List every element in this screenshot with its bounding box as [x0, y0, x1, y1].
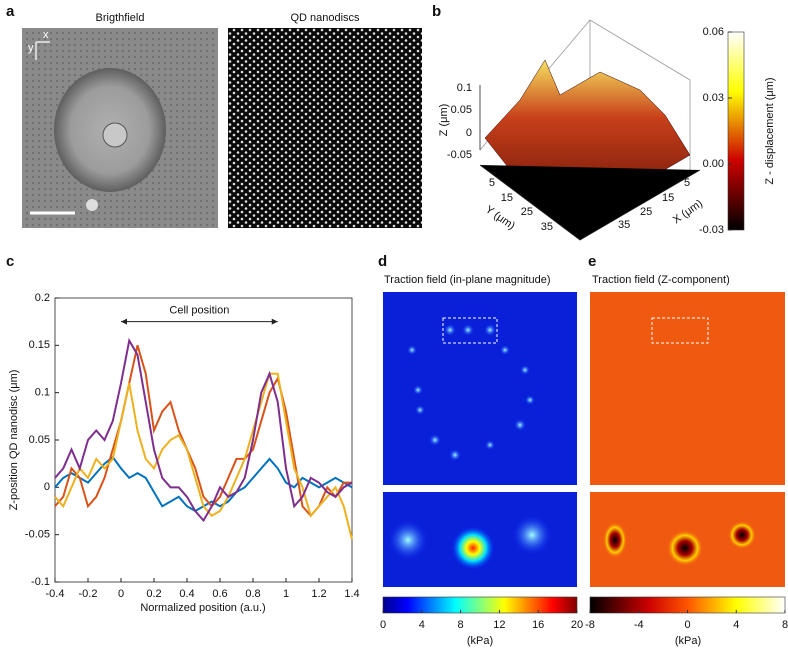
z-tick-label: 0.1 — [457, 82, 472, 94]
x-tick-label: 1.2 — [311, 588, 326, 600]
colorbar-tick-label: 8 — [782, 619, 788, 631]
panel-letter: e — [588, 253, 596, 270]
colorbar-tick-label: 0 — [684, 619, 690, 631]
x-tick-label: 25 — [640, 206, 652, 218]
y-tick-label: -0.05 — [25, 529, 50, 541]
colorbar-tick-label: -4 — [634, 619, 644, 631]
colorbar — [727, 31, 745, 231]
colorbar-tick-label: 8 — [458, 619, 464, 631]
annotation-text: Cell position — [169, 305, 229, 317]
image-title: Brigthfield — [96, 12, 145, 24]
axis-letter: x — [43, 29, 49, 41]
x-tick-label: 0.6 — [212, 588, 227, 600]
arrow-head — [121, 318, 127, 325]
colorbar-tick-label: 0 — [380, 619, 386, 631]
y-tick-label: 0.2 — [35, 292, 50, 304]
zoom-box — [651, 317, 709, 344]
colorbar-label: Z - displacement (μm) — [764, 77, 776, 184]
y-tick-label: 0.1 — [35, 387, 50, 399]
x-axis-label: Normalized position (a.u.) — [140, 602, 265, 614]
data-line — [54, 345, 352, 518]
colorbar-tick-label: 12 — [493, 619, 505, 631]
axis-arrows — [35, 41, 50, 60]
zoom-spots — [388, 515, 552, 570]
data-line — [54, 372, 353, 540]
x-tick-label: 5 — [684, 177, 690, 189]
y-tick-label: -0.1 — [31, 576, 50, 588]
panel-letter: d — [378, 253, 387, 270]
colorbar-tick-label: 20 — [571, 619, 583, 631]
y-axis-label: Z-position QD nanodisc (μm) — [8, 370, 20, 511]
colorbar-label: (kPa) — [467, 635, 493, 647]
x-tick-label: 1.4 — [344, 588, 359, 600]
y-tick-label: 0 — [44, 481, 50, 493]
panel-letter: b — [432, 3, 441, 20]
image-title: QD nanodiscs — [290, 12, 360, 24]
x-tick-label: -0.2 — [79, 588, 98, 600]
panel-letter: a — [6, 3, 15, 20]
x-tick-label: 15 — [662, 192, 674, 204]
colorbar-tick-label: 4 — [733, 619, 739, 631]
x-axis-label: X (μm) — [671, 197, 705, 226]
data-line — [54, 337, 353, 523]
colorbar-tick-label: 0.00 — [703, 158, 724, 170]
colorbar-tick-label: -0.03 — [699, 224, 724, 236]
z-axis-label: Z (μm) — [438, 104, 450, 137]
zoom-spots — [603, 521, 756, 566]
y-tick-label: 15 — [501, 192, 513, 204]
colorbar-tick-label: 4 — [419, 619, 425, 631]
x-tick-label: -0.4 — [46, 588, 65, 600]
x-tick-label: 0.2 — [146, 588, 161, 600]
colorbar-tick-label: 16 — [532, 619, 544, 631]
colorbar — [382, 596, 578, 614]
panel-letter: c — [6, 253, 14, 270]
z-tick-label: -0.05 — [447, 149, 472, 161]
y-tick-label: 35 — [541, 221, 553, 233]
axis-letter: y — [28, 42, 34, 54]
arrow-head — [271, 318, 278, 325]
x-tick-label: 0 — [118, 588, 124, 600]
y-tick-label: 0.05 — [29, 434, 50, 446]
panel-title: Traction field (Z-component) — [592, 274, 730, 286]
colorbar-label: (kPa) — [675, 635, 701, 647]
y-axis-label: Y (μm) — [483, 204, 517, 233]
z-tick-label: 0.05 — [451, 104, 472, 116]
colorbar-tick-label: 0.06 — [703, 26, 724, 38]
x-tick-label: 35 — [618, 219, 630, 231]
traction-spots — [407, 324, 535, 461]
3d-axes — [479, 85, 701, 241]
y-tick-label: 5 — [489, 177, 495, 189]
x-tick-label: 0.8 — [245, 588, 260, 600]
colorbar-tick-label: 0.03 — [703, 92, 724, 104]
y-tick-label: 25 — [521, 206, 533, 218]
qd-image — [228, 28, 422, 228]
particle — [86, 199, 98, 211]
y-tick-label: 0.15 — [29, 339, 50, 351]
x-tick-label: 0.4 — [179, 588, 194, 600]
z-tick-label: 0 — [466, 127, 472, 139]
nucleus — [102, 122, 128, 148]
x-tick-label: 1 — [283, 588, 289, 600]
traction-map — [383, 292, 577, 485]
colorbar-tick-label: -8 — [585, 619, 595, 631]
traction-map — [590, 292, 785, 485]
plot-frame — [54, 297, 353, 583]
zoom-box — [442, 317, 498, 344]
panel-title: Traction field (in-plane magnitude) — [384, 274, 551, 286]
